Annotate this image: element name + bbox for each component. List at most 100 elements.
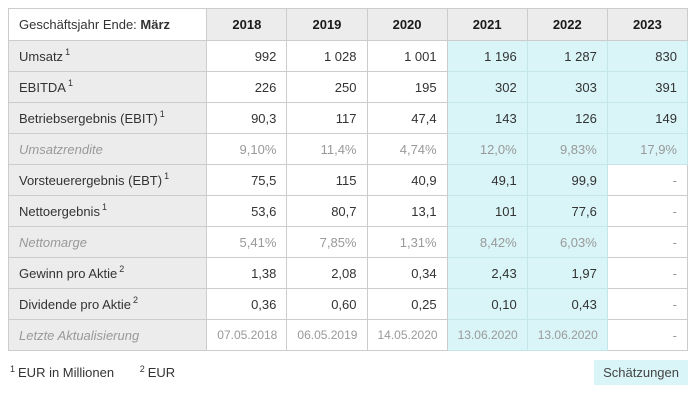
footnote-eur: 2 EUR (139, 363, 176, 380)
footnote-marker: 1 (101, 202, 107, 213)
row-label: Vorsteuerergebnis (EBT) 1 (7, 164, 208, 196)
row-label: Umsatz 1 (7, 40, 208, 72)
cell-2021: 13.06.2020 (446, 319, 528, 351)
row-label-text: Vorsteuerergebnis (EBT) (19, 172, 163, 188)
cell-2022: 77,6 (526, 195, 608, 227)
cell-2023: 17,9% (606, 133, 689, 165)
cell-2023: - (606, 319, 689, 351)
cell-2022: 9,83% (526, 133, 608, 165)
footnote-marker: 2 (133, 295, 139, 306)
row-label-text: Umsatzrendite (19, 141, 103, 157)
cell-2022: 99,9 (526, 164, 608, 196)
footnote-marker: 1 (65, 47, 71, 58)
cell-2020: 40,9 (366, 164, 448, 196)
fundamentals-table: Geschäftsjahr Ende: März 2018 2019 2020 202… (7, 8, 689, 351)
footnote-marker: 1 (67, 78, 73, 89)
estimates-badge: Schätzungen (594, 360, 688, 385)
cell-2020: 4,74% (366, 133, 448, 165)
cell-2023: - (606, 226, 689, 258)
table-row: Umsatz 1 992 1 028 1 001 1 196 1 287 830 (7, 40, 689, 72)
cell-2022: 1 287 (526, 40, 608, 72)
table-row: Gewinn pro Aktie 2 1,38 2,08 0,34 2,43 1,97- (7, 257, 689, 289)
row-label-text: EBITDA (19, 79, 66, 95)
cell-2020: 0,34 (366, 257, 448, 289)
cell-2023: 830 (606, 40, 689, 72)
footnotes: 1 EUR in Millionen 2 EUR (8, 363, 176, 380)
footnote-marker: 1 (164, 171, 170, 182)
table-row: Umsatzrendite 9,10% 11,4% 4,74% 12,0% 9,83% 17… (7, 133, 689, 165)
row-label-text: Umsatz (19, 48, 64, 64)
table-row: Nettoergebnis 1 53,6 80,7 13,1 101 77,6- (7, 195, 689, 227)
cell-2018: 1,38 (206, 257, 288, 289)
cell-2018: 53,6 (206, 195, 288, 227)
cell-2020: 0,25 (366, 288, 448, 320)
cell-2021: 302 (446, 71, 528, 103)
cell-2018: 90,3 (206, 102, 288, 134)
row-label: Gewinn pro Aktie 2 (7, 257, 208, 289)
cell-2018: 07.05.2018 (206, 319, 288, 351)
footnote-marker: 2 (119, 264, 125, 275)
cell-2019: 11,4% (286, 133, 368, 165)
column-header-2018: 2018 (206, 8, 288, 41)
cell-2021: 143 (446, 102, 528, 134)
cell-2021: 101 (446, 195, 528, 227)
cell-2018: 75,5 (206, 164, 288, 196)
table-row: Vorsteuerergebnis (EBT) 1 75,5 115 40,9 49,1 9… (7, 164, 689, 196)
column-header-2020: 2020 (366, 8, 448, 41)
cell-2020: 195 (366, 71, 448, 103)
cell-2021: 49,1 (446, 164, 528, 196)
cell-2022: 13.06.2020 (526, 319, 608, 351)
cell-2018: 226 (206, 71, 288, 103)
cell-2018: 5,41% (206, 226, 288, 258)
cell-2020: 1,31% (366, 226, 448, 258)
cell-2018: 992 (206, 40, 288, 72)
cell-2022: 126 (526, 102, 608, 134)
column-header-2021: 2021 (446, 8, 528, 41)
row-label-text: Dividende pro Aktie (19, 296, 132, 312)
cell-2021: 2,43 (446, 257, 528, 289)
column-header-2023: 2023 (606, 8, 689, 41)
footnote-text: EUR (147, 365, 176, 380)
footnote-marker: 1 (159, 109, 165, 120)
row-label: Betriebsergebnis (EBIT) 1 (7, 102, 208, 134)
table-footer: 1 EUR in Millionen 2 EUR Schätzungen (8, 360, 688, 385)
cell-2019: 06.05.2019 (286, 319, 368, 351)
cell-2023: - (606, 164, 689, 196)
cell-2019: 1 028 (286, 40, 368, 72)
cell-2021: 12,0% (446, 133, 528, 165)
cell-2023: - (606, 195, 689, 227)
cell-2020: 13,1 (366, 195, 448, 227)
cell-2020: 14.05.2020 (366, 319, 448, 351)
cell-2021: 0,10 (446, 288, 528, 320)
cell-2020: 1 001 (366, 40, 448, 72)
row-label: Nettoergebnis 1 (7, 195, 208, 227)
cell-2023: - (606, 257, 689, 289)
footnote-marker: 1 (10, 363, 16, 374)
footnote-marker: 2 (139, 363, 145, 374)
fiscal-year-end-label: Geschäftsjahr Ende: März (7, 8, 208, 41)
cell-2019: 115 (286, 164, 368, 196)
footnote-eur-millions: 1 EUR in Millionen (10, 363, 115, 380)
table-row: Dividende pro Aktie 2 0,36 0,60 0,25 0,10 0,43… (7, 288, 689, 320)
row-label: Dividende pro Aktie 2 (7, 288, 208, 320)
row-label-text: Betriebsergebnis (EBIT) (19, 110, 158, 126)
column-header-2022: 2022 (526, 8, 608, 41)
footnote-text: EUR in Millionen (18, 365, 115, 380)
cell-2019: 80,7 (286, 195, 368, 227)
cell-2018: 0,36 (206, 288, 288, 320)
cell-2023: 391 (606, 71, 689, 103)
cell-2023: - (606, 288, 689, 320)
fiscal-year-end-prefix: Geschäftsjahr Ende: (19, 17, 141, 32)
cell-2019: 7,85% (286, 226, 368, 258)
fiscal-year-end-month: März (140, 17, 171, 32)
cell-2020: 47,4 (366, 102, 448, 134)
table-row: Betriebsergebnis (EBIT) 1 90,3 117 47,4 143 12… (7, 102, 689, 134)
cell-2019: 0,60 (286, 288, 368, 320)
cell-2023: 149 (606, 102, 689, 134)
row-label: Umsatzrendite (7, 133, 208, 165)
header-row: Geschäftsjahr Ende: März 2018 2019 2020 202… (7, 8, 689, 41)
cell-2019: 117 (286, 102, 368, 134)
row-label: Nettomarge (7, 226, 208, 258)
column-header-2019: 2019 (286, 8, 368, 41)
table-row: Nettomarge 5,41% 7,85% 1,31% 8,42% 6,03% - (7, 226, 689, 258)
